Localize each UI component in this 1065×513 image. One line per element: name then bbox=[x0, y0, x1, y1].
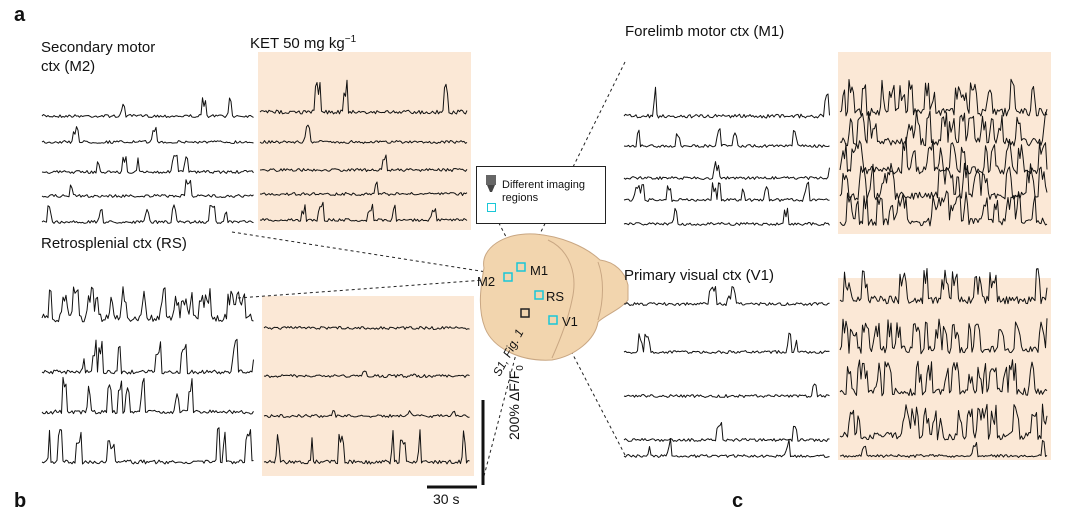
trace-m2-ket-4 bbox=[259, 201, 468, 222]
panel-letter-b: b bbox=[14, 490, 27, 512]
roi-m2 bbox=[503, 272, 513, 282]
roi-v1 bbox=[548, 315, 558, 325]
trace-m1-ket-4 bbox=[839, 190, 1048, 227]
trace-group bbox=[41, 78, 1048, 465]
amplitude-scale-label: 200% ΔF/F0 bbox=[506, 365, 526, 440]
trace-m2-base-0 bbox=[41, 97, 254, 118]
trace-v1-ket-1 bbox=[839, 318, 1048, 355]
trace-m2-ket-3 bbox=[259, 181, 468, 196]
v1-region-label: Primary visual ctx (V1) bbox=[624, 267, 775, 284]
ket-box-m1 bbox=[838, 52, 1051, 234]
legend-text: Different imaging regions bbox=[502, 179, 585, 204]
brain-label-v1: V1 bbox=[562, 314, 578, 329]
trace-v1-base-2 bbox=[623, 383, 830, 398]
trace-m1-base-3 bbox=[623, 181, 830, 202]
trace-m2-base-2 bbox=[41, 154, 254, 174]
trace-rs-ket-3 bbox=[263, 429, 470, 465]
m2-region-label: Secondary motor ctx (M2) bbox=[41, 39, 156, 75]
trace-v1-ket-3 bbox=[839, 403, 1048, 441]
trace-rs-ket-2 bbox=[263, 410, 470, 418]
trace-m2-base-4 bbox=[41, 204, 254, 224]
roi-square-icon bbox=[487, 203, 496, 212]
trace-m2-base-3 bbox=[41, 179, 254, 198]
roi-s1 bbox=[520, 308, 530, 318]
trace-m1-base-4 bbox=[623, 207, 830, 226]
trace-m1-ket-1 bbox=[839, 110, 1048, 147]
trace-rs-ket-1 bbox=[263, 370, 470, 378]
roi-m1 bbox=[516, 262, 526, 272]
trace-m2-ket-1 bbox=[259, 124, 468, 144]
trace-rs-base-3 bbox=[41, 427, 254, 465]
trace-v1-base-0 bbox=[624, 286, 830, 306]
brain-label-rs: RS bbox=[546, 289, 565, 304]
trace-m1-ket-0 bbox=[839, 78, 1048, 117]
microscope-objective-icon bbox=[486, 175, 496, 192]
time-scale-label: 30 s bbox=[433, 491, 460, 507]
trace-v1-base-1 bbox=[623, 332, 830, 354]
m1-region-label: Forelimb motor ctx (M1) bbox=[625, 23, 785, 40]
panel-letter-a: a bbox=[14, 4, 26, 26]
ket-box-rs bbox=[262, 296, 474, 476]
roi-rs bbox=[534, 290, 544, 300]
trace-m2-ket-0 bbox=[259, 79, 468, 115]
ket-box-m2 bbox=[258, 52, 471, 230]
brain-illustration bbox=[479, 233, 629, 361]
trace-v1-ket-4 bbox=[839, 440, 1048, 458]
panel-letter-c: c bbox=[732, 490, 744, 512]
trace-v1-ket-2 bbox=[839, 359, 1048, 397]
legend-box: Different imaging regions bbox=[476, 166, 606, 224]
trace-m1-base-1 bbox=[623, 128, 830, 148]
trace-v1-ket-0 bbox=[839, 268, 1048, 305]
trace-v1-base-4 bbox=[623, 438, 830, 458]
trace-rs-base-0 bbox=[41, 286, 254, 323]
trace-v1-base-3 bbox=[623, 422, 830, 442]
trace-m1-ket-3 bbox=[839, 162, 1048, 201]
trace-m2-base-1 bbox=[41, 126, 254, 144]
trace-rs-base-2 bbox=[41, 376, 254, 415]
ket-condition-label: KET 50 mg kg−1 bbox=[250, 34, 357, 52]
trace-rs-ket-0 bbox=[263, 326, 470, 330]
brain-label-m1: M1 bbox=[530, 263, 549, 278]
rs-region-label: Retrosplenial ctx (RS) bbox=[41, 235, 187, 252]
trace-rs-base-1 bbox=[41, 338, 254, 375]
trace-m2-ket-2 bbox=[259, 154, 468, 172]
trace-m1-base-0 bbox=[623, 86, 830, 119]
trace-m1-base-2 bbox=[623, 161, 830, 180]
brain-label-m2: M2 bbox=[477, 274, 496, 289]
